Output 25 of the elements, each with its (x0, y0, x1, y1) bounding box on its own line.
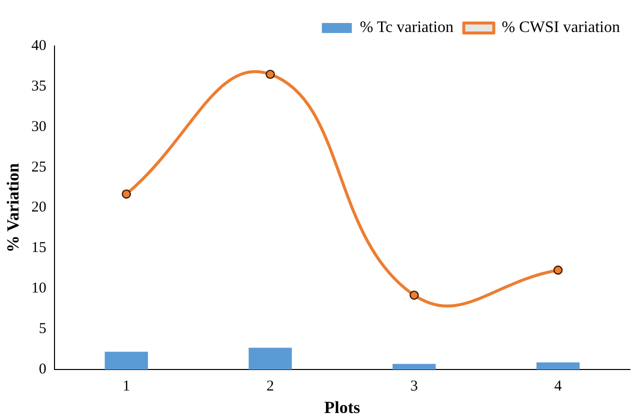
point (410, 290, 419, 300)
x-tick-label: 1 (122, 378, 130, 395)
y-tick-label: 15 (31, 240, 46, 256)
x-axis-title: Plots (324, 398, 361, 418)
x-tick-label: 2 (266, 378, 274, 395)
bar (248, 348, 292, 370)
bar (536, 362, 580, 370)
y-tick-label: 20 (31, 200, 46, 216)
point (553, 265, 563, 275)
y-tick-label: 5 (38, 321, 46, 338)
legend-label: % CWSI variation (502, 19, 620, 36)
y-axis-title: % Variation (4, 162, 23, 252)
y-tick-label: 35 (31, 78, 46, 94)
point (266, 70, 275, 79)
legend-label: % Tc variation (360, 19, 454, 36)
y-tick-label: 10 (31, 280, 46, 297)
bar (104, 352, 148, 370)
y-tick-label: 30 (31, 118, 46, 135)
y-tick-label: 25 (31, 159, 46, 176)
y-tick-label: 0 (38, 362, 46, 378)
x-tick-label: 3 (410, 378, 418, 395)
point (122, 189, 131, 199)
x-tick-label: 4 (554, 378, 562, 395)
y-tick-label: 40 (31, 38, 46, 54)
bar (392, 364, 436, 370)
